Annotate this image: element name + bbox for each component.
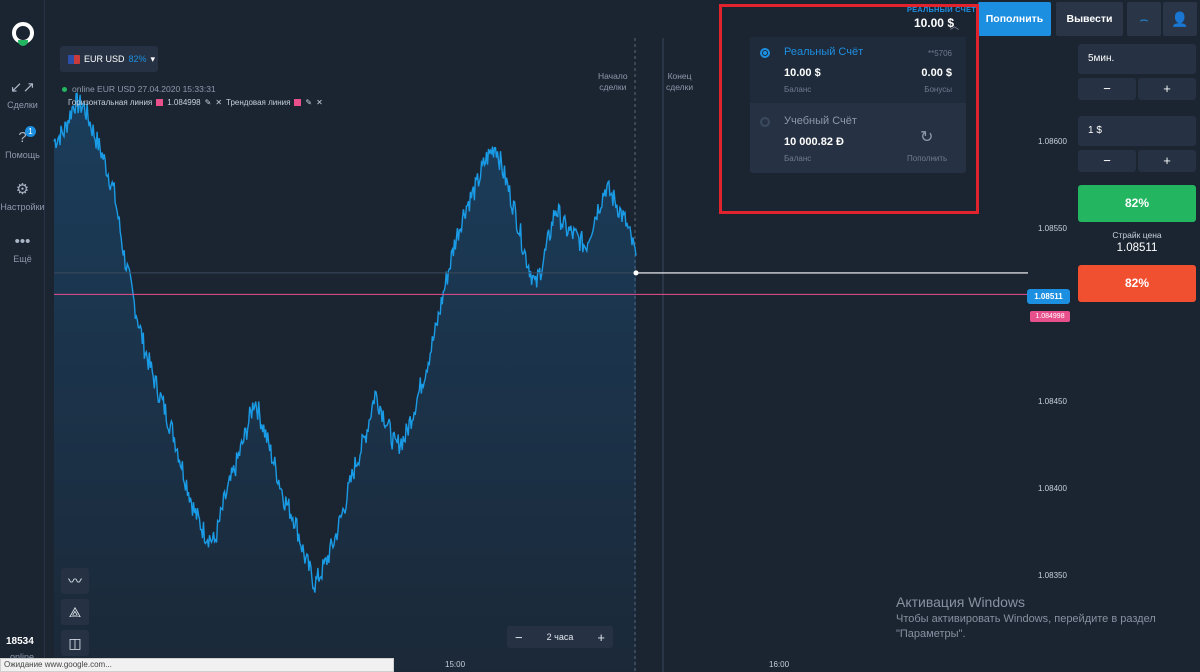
close-icon[interactable]: ✕: [316, 98, 323, 107]
account-real-bonus: 0.00 $: [921, 67, 952, 79]
user-icon[interactable]: 👤: [1163, 2, 1197, 36]
account-switcher[interactable]: РЕАЛЬНЫЙ СЧЁТ 10.00 $: [880, 5, 976, 30]
online-status: online: [10, 652, 35, 662]
windows-activation-title: Активация Windows: [896, 594, 1026, 610]
pencil-icon[interactable]: ✎: [305, 98, 313, 107]
call-button[interactable]: 82%: [1078, 185, 1196, 222]
x-tick-label: 16:00: [769, 660, 790, 669]
demo-refill-label[interactable]: Пополнить: [907, 154, 948, 163]
account-real-option[interactable]: Реальный Счёт **5706 10.00 $ 0.00 $ Бала…: [750, 37, 966, 103]
color-swatch-icon[interactable]: [156, 99, 164, 106]
deal-end-label: Конец сделки: [666, 71, 694, 92]
drawing-tools-icon[interactable]: ⟁: [61, 599, 89, 625]
sidebar-item-more[interactable]: ••• Ещё: [0, 233, 45, 265]
expiry-time-field[interactable]: 5мин.: [1078, 44, 1196, 74]
asset-name: EUR USD: [84, 54, 125, 64]
sidebar-item-label: Сделки: [7, 100, 38, 110]
chevron-down-icon: ▾: [150, 53, 156, 64]
bonus-label: Бонусы: [924, 85, 952, 94]
series-line: [53, 92, 637, 593]
x-tick-label: 15:00: [445, 660, 466, 669]
sidebar-item-deals[interactable]: ↙↗ Сделки: [0, 79, 45, 111]
zoom-in-button[interactable]: +: [597, 629, 605, 645]
logo-icon[interactable]: [12, 22, 34, 46]
sidebar-item-label: Настройки: [0, 202, 45, 212]
account-demo-balance: 10 000.82 Đ: [784, 136, 844, 148]
asset-selector[interactable]: EUR USD 82% ▾: [60, 46, 158, 72]
time-minus-button[interactable]: −: [1078, 78, 1136, 100]
y-tick-label: 1.08600: [1038, 137, 1067, 146]
zoom-label: 2 часа: [546, 632, 574, 642]
notification-badge: 1: [25, 126, 36, 137]
online-count: 18534: [6, 636, 34, 647]
account-real-name: Реальный Счёт: [784, 46, 864, 58]
drawings-row: Горизонтальная линия 1.084998 ✎ ✕ Трендо…: [68, 98, 323, 107]
time-plus-button[interactable]: +: [1138, 78, 1196, 100]
color-swatch-icon[interactable]: [294, 99, 302, 106]
amount-plus-button[interactable]: +: [1138, 150, 1196, 172]
radio-unselected-icon[interactable]: [760, 117, 770, 127]
amount-minus-button[interactable]: −: [1078, 150, 1136, 172]
pencil-icon[interactable]: ✎: [204, 98, 212, 107]
account-demo-option[interactable]: Учебный Счёт 10 000.82 Đ Баланс ↻ Пополн…: [750, 107, 966, 173]
horizontal-line-price-tag: 1.084998: [1030, 311, 1070, 322]
account-dropdown: Реальный Счёт **5706 10.00 $ 0.00 $ Бала…: [750, 37, 966, 173]
asset-status: online EUR USD 27.04.2020 15:33:31: [62, 84, 216, 94]
y-tick-label: 1.08550: [1038, 224, 1067, 233]
y-tick-label: 1.08450: [1038, 397, 1067, 406]
windows-activation-text: Чтобы активировать Windows, перейдите в …: [896, 613, 1156, 640]
asset-payout: 82%: [128, 54, 147, 64]
close-icon[interactable]: ✕: [215, 98, 223, 107]
sidebar-item-label: Ещё: [13, 254, 32, 264]
account-demo-name: Учебный Счёт: [784, 115, 857, 127]
highlight-frame: [719, 4, 979, 214]
sidebar-item-help[interactable]: ? 1 Помощь: [0, 126, 45, 160]
deposit-button[interactable]: Пополнить: [978, 2, 1051, 36]
online-dot-icon: [62, 86, 67, 92]
zoom-out-button[interactable]: −: [515, 629, 523, 645]
radio-selected-icon[interactable]: [760, 48, 770, 58]
browser-status-bar: Ожидание www.google.com...: [0, 658, 394, 672]
asset-status-text: online EUR USD 27.04.2020 15:33:31: [72, 84, 216, 94]
arrows-collapse-icon: ↙↗: [9, 79, 36, 96]
sidebar-item-settings[interactable]: ⚙ Настройки: [0, 181, 45, 213]
strike-value: 1.08511: [1116, 242, 1158, 254]
deal-start-label: Начало сделки: [598, 71, 628, 92]
balance-label: Баланс: [784, 85, 812, 94]
account-real-number: **5706: [927, 49, 952, 58]
layout-split-icon[interactable]: ◫: [61, 630, 89, 656]
horizontal-line-label: Горизонтальная линия: [68, 98, 153, 107]
y-tick-label: 1.08350: [1038, 571, 1067, 580]
withdraw-button[interactable]: Вывести: [1056, 2, 1123, 36]
chevron-up-icon[interactable]: ︿: [950, 21, 960, 31]
left-sidebar: ↙↗ Сделки ? 1 Помощь ⚙ Настройки ••• Ещё…: [0, 0, 45, 672]
more-dots-icon: •••: [14, 233, 31, 250]
put-button[interactable]: 82%: [1078, 265, 1196, 302]
refresh-icon[interactable]: ↻: [920, 129, 934, 146]
trend-line-label: Трендовая линия: [226, 98, 291, 107]
eur-usd-flag-icon: [68, 54, 80, 64]
balance-label: Баланс: [784, 154, 812, 163]
chat-icon[interactable]: ⌢: [1127, 2, 1161, 36]
sidebar-item-label: Помощь: [5, 150, 40, 160]
current-price-point: [633, 270, 639, 276]
chart-type-icon[interactable]: 〰: [61, 568, 89, 594]
account-real-balance: 10.00 $: [784, 67, 821, 79]
strike-label: Страйк цена: [1112, 230, 1162, 240]
price-chart[interactable]: [46, 38, 1076, 672]
account-type: РЕАЛЬНЫЙ СЧЁТ: [906, 5, 976, 14]
zoom-control: − 2 часа +: [507, 626, 613, 648]
question-icon: ?: [18, 129, 27, 146]
amount-field[interactable]: 1 $: [1078, 116, 1196, 146]
series-area: [54, 93, 636, 672]
current-price-tag: 1.08511: [1027, 289, 1070, 304]
horizontal-line-value: 1.084998: [167, 98, 201, 107]
account-balance: 10.00 $: [913, 16, 954, 30]
gear-icon: ⚙: [15, 181, 30, 198]
y-tick-label: 1.08400: [1038, 484, 1067, 493]
